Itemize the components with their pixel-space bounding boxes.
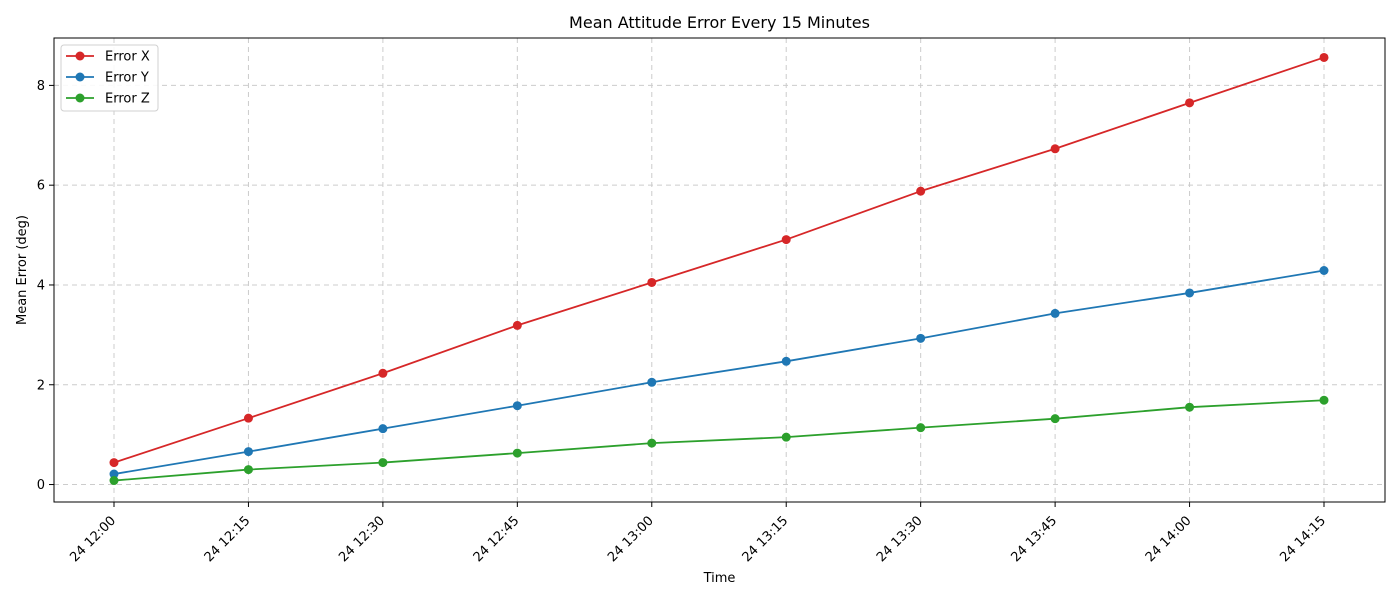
- data-point: [1319, 395, 1329, 405]
- y-tick-label: 4: [37, 278, 45, 293]
- legend-label: Error Z: [105, 92, 150, 107]
- plot-frame: [53, 37, 1386, 503]
- chart-title: Mean Attitude Error Every 15 Minutes: [569, 13, 870, 32]
- legend: Error X Error Y Error Z: [60, 44, 159, 112]
- legend-item: Error Z: [66, 92, 150, 107]
- data-point: [647, 277, 657, 287]
- y-axis-label: Mean Error (deg): [15, 215, 30, 325]
- data-point: [109, 458, 119, 468]
- data-point: [1050, 414, 1060, 424]
- data-point: [647, 377, 657, 387]
- data-point: [1319, 52, 1329, 62]
- legend-marker: [75, 51, 85, 61]
- series-line: [113, 269, 1325, 475]
- data-point: [916, 333, 926, 343]
- data-point: [512, 320, 522, 330]
- data-point: [1050, 308, 1060, 318]
- data-point: [647, 438, 657, 448]
- data-point: [378, 424, 388, 434]
- legend-box: [60, 44, 159, 112]
- data-point: [916, 423, 926, 433]
- y-tick-label: 8: [37, 79, 45, 94]
- data-point: [1185, 288, 1195, 298]
- data-point: [781, 235, 791, 245]
- series-line: [113, 56, 1325, 464]
- data-point: [1319, 265, 1329, 275]
- x-tick-label: 24 12:00: [67, 513, 119, 565]
- y-tick-label: 6: [37, 179, 45, 194]
- data-point: [243, 413, 253, 423]
- data-point: [1185, 402, 1195, 412]
- x-tick-label: 24 13:15: [740, 513, 792, 565]
- legend-marker: [75, 72, 85, 82]
- x-tick-label: 24 13:00: [605, 513, 657, 565]
- x-tick-label: 24 12:45: [471, 513, 523, 565]
- series-error-y: [109, 265, 1329, 479]
- x-axis-label: Time: [703, 571, 736, 586]
- legend-marker: [75, 93, 85, 103]
- data-point: [243, 465, 253, 475]
- y-tick-label: 0: [37, 478, 45, 493]
- data-point: [512, 401, 522, 411]
- legend-label: Error Y: [105, 71, 149, 86]
- data-point: [512, 448, 522, 458]
- data-point: [781, 356, 791, 366]
- data-point: [1185, 98, 1195, 108]
- legend-label: Error X: [105, 50, 150, 65]
- x-tick-label: 24 13:30: [874, 513, 926, 565]
- data-point: [1050, 144, 1060, 154]
- legend-item: Error X: [66, 50, 150, 65]
- x-tick-label: 24 12:15: [202, 513, 254, 565]
- x-tick-label: 24 14:15: [1277, 513, 1329, 565]
- x-tick-label: 24 12:30: [336, 513, 388, 565]
- x-tick-label: 24 13:45: [1008, 513, 1060, 565]
- series-layer: [109, 52, 1329, 486]
- data-point: [378, 368, 388, 378]
- data-point: [109, 476, 119, 486]
- series-line: [113, 399, 1325, 482]
- series-error-x: [109, 52, 1329, 468]
- grid-layer: [54, 38, 1385, 502]
- data-point: [781, 432, 791, 442]
- y-tick-label: 2: [37, 378, 45, 393]
- series-error-z: [109, 395, 1329, 486]
- legend-item: Error Y: [66, 71, 149, 86]
- data-point: [916, 186, 926, 196]
- data-point: [378, 458, 388, 468]
- x-tick-label: 24 14:00: [1143, 513, 1195, 565]
- data-point: [109, 469, 119, 479]
- ticks-layer: 24 12:00 24 12:15 24 12:30 24 12:45 24 13:00…: [37, 79, 1329, 565]
- data-point: [243, 447, 253, 457]
